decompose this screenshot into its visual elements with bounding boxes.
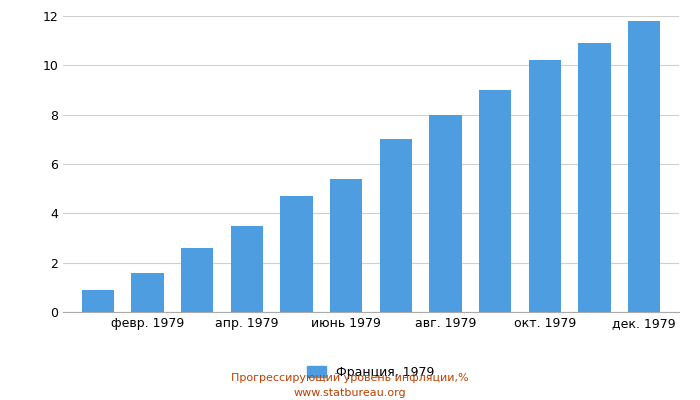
Bar bbox=[429, 115, 462, 312]
Bar bbox=[479, 90, 511, 312]
Legend: Франция, 1979: Франция, 1979 bbox=[307, 366, 435, 379]
Bar bbox=[628, 21, 660, 312]
Bar bbox=[132, 272, 164, 312]
Bar bbox=[280, 196, 313, 312]
Bar bbox=[578, 43, 610, 312]
Bar bbox=[528, 60, 561, 312]
Bar bbox=[82, 290, 114, 312]
Text: Прогрессирующий уровень инфляции,%: Прогрессирующий уровень инфляции,% bbox=[231, 373, 469, 383]
Bar bbox=[181, 248, 214, 312]
Bar bbox=[330, 179, 363, 312]
Text: www.statbureau.org: www.statbureau.org bbox=[294, 388, 406, 398]
Bar bbox=[231, 226, 263, 312]
Bar bbox=[379, 139, 412, 312]
